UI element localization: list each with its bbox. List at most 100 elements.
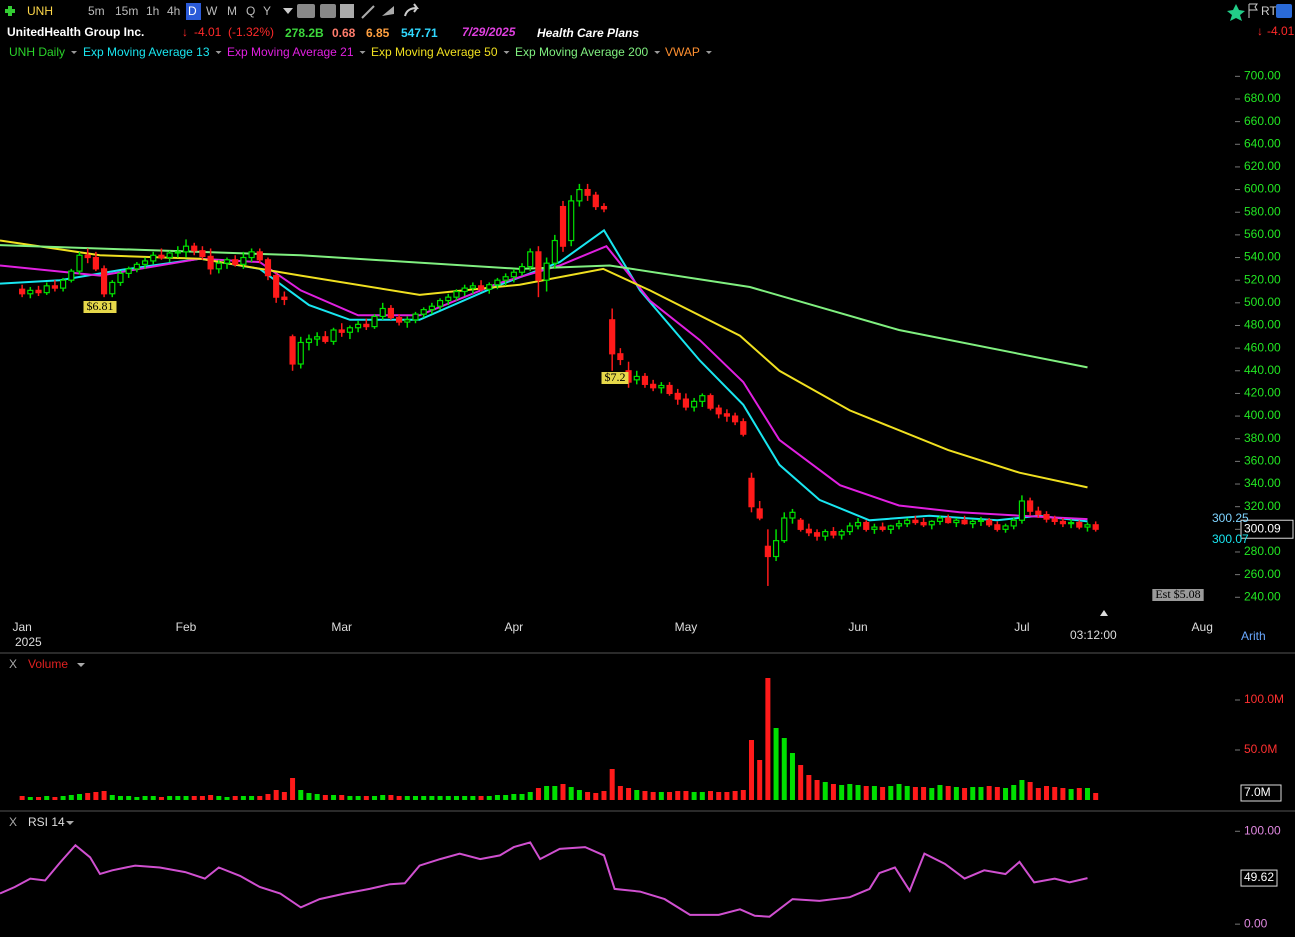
volume-bar <box>855 785 861 800</box>
star-icon[interactable] <box>1227 4 1245 21</box>
candle-body <box>707 395 714 409</box>
legend-entry[interactable]: Exp Moving Average 21 <box>227 45 354 59</box>
candle-body <box>445 296 452 302</box>
toolbar-icon[interactable] <box>340 4 354 18</box>
y-tick-label: 100.00 <box>1244 823 1281 837</box>
volume-bar <box>322 795 328 800</box>
y-tick-label: 580.00 <box>1244 204 1281 218</box>
timeframe[interactable]: D <box>188 4 197 18</box>
legend-entry[interactable]: Exp Moving Average 13 <box>83 45 210 59</box>
scale-mode[interactable]: Arith <box>1241 629 1266 643</box>
volume-bar <box>494 795 500 800</box>
candle-body <box>584 188 591 196</box>
volume-bar <box>478 796 484 800</box>
volume-bar <box>44 796 50 800</box>
candle-body <box>150 254 157 262</box>
timeframe[interactable]: 15m <box>115 4 138 18</box>
candle-body <box>904 519 911 525</box>
last-rsi: 49.62 <box>1244 870 1274 884</box>
volume-bar <box>372 796 378 800</box>
candle-body <box>84 254 91 259</box>
legend-entry[interactable]: UNH Daily <box>9 45 65 59</box>
draw-icon[interactable] <box>361 5 375 19</box>
volume-bar <box>224 797 230 800</box>
candle-body <box>27 289 34 295</box>
timeframe[interactable]: Y <box>263 4 271 18</box>
candle-body <box>568 200 575 242</box>
panel-label: Volume <box>28 657 68 671</box>
timeframe[interactable]: 4h <box>167 4 180 18</box>
right-change-arrow: ↓ <box>1257 24 1263 38</box>
timeframe[interactable]: 5m <box>88 4 105 18</box>
volume-bar <box>339 795 345 800</box>
candle-body <box>641 375 649 385</box>
candle-body <box>191 245 198 252</box>
y-tick-label: 620.00 <box>1244 159 1281 173</box>
y-tick-label: 540.00 <box>1244 250 1281 264</box>
candle-body <box>895 523 903 527</box>
candle-body <box>469 285 476 289</box>
y-tick-label: 260.00 <box>1244 567 1281 581</box>
volume-bar <box>240 796 246 800</box>
candle-body <box>199 250 206 257</box>
timeframe[interactable]: 1h <box>146 4 159 18</box>
y-tick-label: 480.00 <box>1244 318 1281 332</box>
flag-icon[interactable] <box>1248 3 1258 18</box>
candle-body <box>412 313 419 321</box>
volume-bar <box>576 790 582 800</box>
share-icon[interactable] <box>404 3 419 17</box>
candle-body <box>330 329 337 342</box>
volume-bar <box>748 740 754 800</box>
volume-bar <box>871 786 877 800</box>
candle-body <box>232 259 239 265</box>
candle-body <box>133 263 140 270</box>
volume-bar <box>634 790 640 800</box>
rt: RT <box>1261 4 1277 18</box>
volume-bar <box>863 786 869 800</box>
earnings-badge-text: $6.81 <box>87 299 114 313</box>
candle-body <box>650 383 657 389</box>
symbol[interactable]: UNH <box>27 4 53 18</box>
volume-bar <box>929 788 935 800</box>
volume-bar <box>609 769 615 800</box>
volume-bar <box>667 792 673 800</box>
candle-body <box>633 375 640 381</box>
dropdown-icon[interactable] <box>283 8 293 14</box>
candle-body <box>453 290 460 298</box>
candle-body <box>535 251 542 281</box>
volume-bar <box>986 786 992 800</box>
dropdown-icon[interactable] <box>77 663 85 667</box>
stat: 278.2B <box>285 26 324 40</box>
timeframe[interactable]: M <box>227 4 237 18</box>
timeframe[interactable]: W <box>206 4 218 18</box>
volume-bar <box>421 796 427 800</box>
legend-entry[interactable]: Exp Moving Average 200 <box>515 45 649 59</box>
candle-body <box>1067 521 1075 525</box>
candle-body <box>731 415 739 423</box>
candle-body <box>289 336 296 365</box>
candle-body <box>756 508 763 519</box>
volume-bar <box>265 794 271 800</box>
volume-bar <box>453 796 459 800</box>
toolbar-icon[interactable] <box>320 4 336 18</box>
toolbar-icon[interactable] <box>297 4 315 18</box>
date: 7/29/2025 <box>462 25 516 39</box>
candle-body <box>223 259 231 264</box>
volume-bar <box>134 797 140 800</box>
dropdown-icon[interactable] <box>66 821 74 825</box>
legend-entry[interactable]: VWAP <box>665 45 700 59</box>
add-icon[interactable] <box>5 6 15 16</box>
legend-entry[interactable]: Exp Moving Average 50 <box>371 45 498 59</box>
volume-bar <box>437 796 443 800</box>
candle-body <box>92 256 99 270</box>
close-button[interactable]: X <box>9 815 17 829</box>
y-tick-label: 280.00 <box>1244 544 1281 558</box>
volume-bar <box>101 791 107 800</box>
s-icon[interactable] <box>1276 4 1292 18</box>
candle-body <box>305 338 313 344</box>
toolbar-icon[interactable] <box>382 6 394 16</box>
close-button[interactable]: X <box>9 657 17 671</box>
dropdown-icon <box>654 51 661 54</box>
timeframe[interactable]: Q <box>246 4 255 18</box>
